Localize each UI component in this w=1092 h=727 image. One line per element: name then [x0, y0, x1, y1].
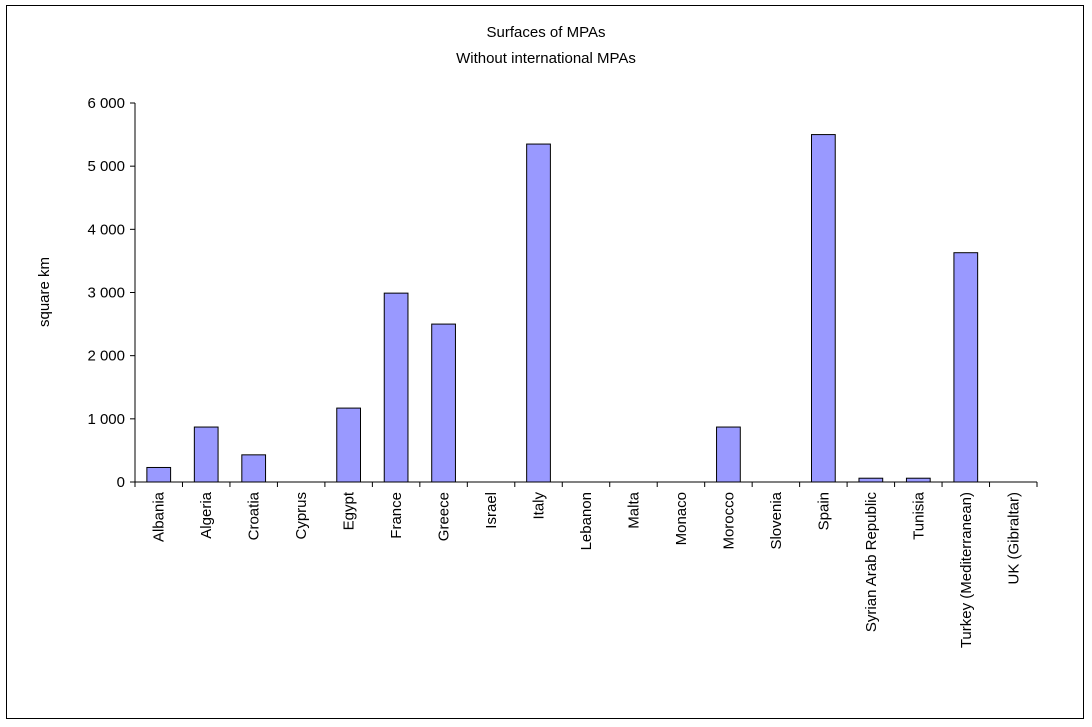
- x-tick-label: Spain: [815, 492, 832, 530]
- x-tick-label: Croatia: [246, 491, 263, 540]
- x-tick-label: Turkey (Mediterranean): [958, 492, 975, 648]
- x-tick-label: Israel: [483, 492, 500, 529]
- bar: [716, 426, 741, 483]
- x-tick-label: Monaco: [673, 492, 690, 545]
- bar: [811, 134, 836, 483]
- bar: [146, 466, 172, 483]
- bar: [526, 143, 551, 483]
- bar: [431, 323, 456, 483]
- chart-title: Surfaces of MPAs: [487, 24, 606, 41]
- chart-subtitle: Without international MPAs: [456, 50, 636, 67]
- bar: [383, 292, 409, 483]
- y-tick-label: 5 000: [87, 158, 125, 175]
- bar: [953, 252, 979, 483]
- x-tick-label: Italy: [531, 492, 548, 520]
- x-tick-label: UK (Gibraltar): [1005, 492, 1022, 585]
- y-tick-label: 0: [117, 474, 125, 491]
- bar: [858, 477, 884, 483]
- bar: [905, 477, 931, 483]
- x-tick-label: Greece: [436, 492, 453, 541]
- bar: [336, 407, 361, 483]
- y-axis-label: square km: [36, 257, 53, 327]
- y-tick-label: 6 000: [87, 95, 125, 112]
- x-tick-label: Cyprus: [293, 492, 310, 540]
- y-tick-label: 4 000: [87, 221, 125, 238]
- x-tick-label: Egypt: [341, 491, 358, 530]
- x-tick-label: Lebanon: [578, 492, 595, 550]
- bar: [193, 426, 219, 483]
- x-tick-label: Tunisia: [910, 491, 927, 539]
- x-tick-label: Syrian Arab Republic: [863, 492, 880, 633]
- x-tick-label: Algeria: [198, 491, 215, 538]
- y-tick-label: 3 000: [87, 285, 125, 302]
- x-tick-label: Malta: [625, 491, 642, 528]
- bar: [241, 454, 267, 483]
- x-tick-label: Slovenia: [768, 491, 785, 549]
- x-tick-label: Morocco: [720, 492, 737, 550]
- y-tick-label: 1 000: [87, 411, 125, 428]
- x-tick-label: France: [388, 492, 405, 539]
- y-tick-label: 2 000: [87, 348, 125, 365]
- x-tick-label: Albania: [151, 491, 168, 542]
